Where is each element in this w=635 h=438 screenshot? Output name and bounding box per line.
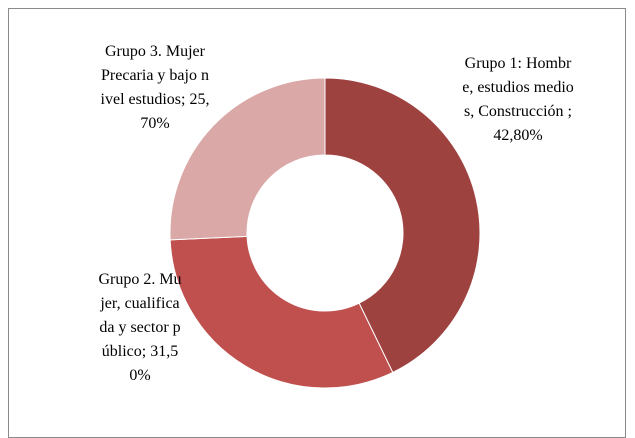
label-value: 42,80%: [493, 127, 543, 144]
data-label: Grupo 3. Mujer Precaria y bajo nivel est…: [100, 40, 210, 136]
data-label: Grupo 2. Mujer, cualificada y sector púb…: [98, 268, 182, 388]
label-category: Grupo 3. Mujer Precaria y bajo nivel est…: [100, 43, 209, 108]
label-value: 31,50%: [129, 343, 179, 384]
label-category: Grupo 2. Mujer, cualificada y sector púb…: [98, 271, 182, 360]
label-value: 25,70%: [140, 91, 210, 132]
data-label: Grupo 1: Hombre, estudios medios, Constr…: [462, 52, 574, 148]
donut-slice: [169, 77, 326, 241]
donut-slice: [169, 235, 394, 389]
label-category: Grupo 1: Hombre, estudios medios, Constr…: [462, 55, 574, 120]
donut-slice: [324, 77, 481, 374]
